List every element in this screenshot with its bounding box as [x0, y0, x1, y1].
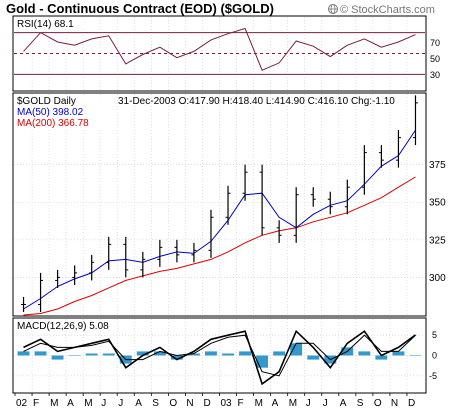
price-bars: [21, 95, 418, 312]
macd-histogram-bar: [375, 355, 388, 360]
macd-histogram-bar: [273, 351, 286, 356]
x-axis-label: A: [272, 398, 279, 409]
chart-title: Gold - Continuous Contract (EOD) ($GOLD): [6, 1, 274, 16]
macd-histogram-bar: [136, 351, 149, 356]
x-axis: 02 F M A M J J A S O N D 03 F M A M J J A S O N D: [14, 393, 415, 409]
x-axis-label: S: [152, 398, 159, 409]
ma50-line: [23, 129, 416, 310]
price-panel: $GOLD Daily 31-Dec-2003 O:417.90 H:418.4…: [12, 92, 446, 317]
rsi-line: [23, 27, 416, 71]
x-axis-label: M: [255, 398, 263, 409]
price-tick-375: 375: [429, 160, 446, 171]
price-tick-350: 350: [429, 198, 446, 209]
macd-histogram-bar: [307, 355, 320, 360]
x-axis-label: N: [186, 398, 193, 409]
macd-histogram-bar: [358, 351, 371, 356]
macd-histogram-bar: [188, 353, 200, 356]
x-axis-label: A: [67, 398, 74, 409]
rsi-tick-30: 30: [430, 70, 440, 80]
x-axis-label: J: [306, 398, 311, 409]
macd-histogram-bar: [290, 343, 303, 356]
x-axis-label: A: [135, 398, 142, 409]
macd-histogram-bar: [170, 355, 183, 360]
x-axis-label: D: [408, 398, 415, 409]
macd-histogram-bar: [51, 355, 64, 360]
macd-tick-5: 5: [432, 330, 437, 340]
macd-tick-neg5: -5: [429, 371, 437, 381]
x-axis-label: J: [118, 398, 123, 409]
copyright-text: © StockCharts.com: [340, 4, 435, 16]
x-axis-label: F: [33, 398, 39, 409]
x-axis-label: D: [204, 398, 211, 409]
ma50-label: MA(50) 398.02: [17, 107, 84, 118]
x-axis-label: M: [289, 398, 297, 409]
x-axis-label: F: [238, 398, 244, 409]
macd-tick-0: 0: [432, 351, 437, 361]
x-axis-label: N: [391, 398, 398, 409]
macd-histogram-bar: [153, 351, 166, 356]
ma200-line: [23, 176, 416, 316]
x-axis-label: M: [84, 398, 92, 409]
x-axis-label: S: [357, 398, 364, 409]
macd-signal-line: [23, 334, 416, 377]
macd-line: [23, 329, 416, 386]
macd-panel: MACD(12,26,9) 5.08 5 0 -5: [12, 317, 437, 394]
x-axis-label: A: [340, 398, 347, 409]
macd-histogram-bar: [409, 355, 422, 356]
x-axis-label: M: [50, 398, 58, 409]
macd-histogram-bar: [205, 351, 217, 356]
macd-histogram-bar: [102, 353, 115, 356]
ohlc-readout: 31-Dec-2003 O:417.90 H:418.40 L:414.90 C…: [118, 96, 395, 107]
rsi-label: RSI(14) 68.1: [17, 19, 74, 30]
macd-histogram-bar: [256, 355, 268, 368]
ma200-label: MA(200) 366.78: [17, 118, 89, 129]
macd-histogram-bar: [239, 351, 251, 356]
macd-label: MACD(12,26,9) 5.08: [17, 321, 109, 332]
rsi-tick-50: 50: [430, 54, 440, 64]
macd-histogram-bar: [68, 355, 81, 356]
x-axis-label: 02: [16, 398, 28, 409]
macd-histogram-bar: [34, 351, 47, 356]
rsi-panel: RSI(14) 68.1 70 50 30: [12, 15, 440, 92]
x-axis-label: O: [374, 398, 382, 409]
price-tick-325: 325: [429, 235, 446, 246]
macd-histogram-bar: [222, 353, 234, 356]
macd-histogram-bar: [85, 353, 98, 356]
price-tick-300: 300: [429, 273, 446, 284]
globe-icon: [328, 4, 338, 14]
rsi-tick-70: 70: [430, 38, 440, 48]
x-axis-label: O: [169, 398, 177, 409]
x-axis-label: 03: [221, 398, 233, 409]
x-axis-label: J: [323, 398, 328, 409]
macd-histogram-bar: [17, 351, 30, 356]
macd-histogram-bar: [392, 351, 405, 356]
symbol-label: $GOLD Daily: [17, 96, 76, 107]
x-axis-label: J: [101, 398, 106, 409]
